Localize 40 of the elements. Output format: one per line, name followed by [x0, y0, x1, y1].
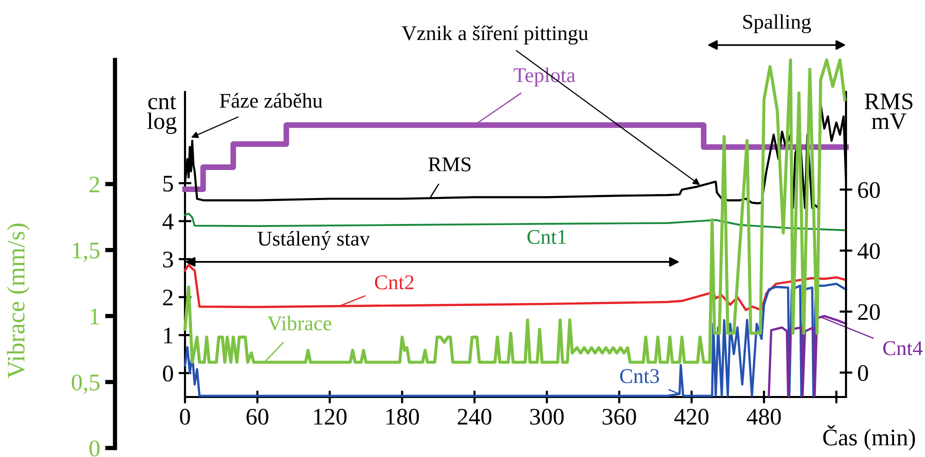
x-tick-label: 360 [602, 408, 636, 425]
series-label: RMS [428, 157, 471, 172]
series-label: Cnt2 [374, 275, 414, 290]
y3-axis-title: Vibrace (mm/s) [6, 224, 30, 378]
x-axis-title: Čas (min) [823, 425, 915, 450]
x-tick-label: 480 [746, 408, 781, 425]
text: Spalling [743, 14, 811, 34]
y2-tick-label: 20 [858, 304, 880, 320]
x-tick-label: 240 [458, 408, 492, 425]
y3-tick-label: 1 [90, 308, 99, 324]
x-tick-label: 120 [314, 408, 347, 425]
x-tick-label: 180 [386, 408, 419, 425]
y-tick-label: 3 [163, 252, 173, 268]
x-tick-label: 420 [674, 408, 708, 425]
series-label: Vibrace [268, 316, 332, 331]
y3-tick-label: 2 [90, 176, 100, 192]
y3-tick-label: 0 [90, 440, 100, 456]
y-axis-title: cnt log [147, 96, 176, 134]
y-tick-label: 4 [162, 214, 174, 230]
y3-tick-label: 0,5 [72, 374, 100, 394]
y-tick-label: 0 [162, 366, 173, 382]
y-tick-label: 5 [163, 176, 173, 192]
line-series [183, 58, 846, 364]
y-tick-label: 2 [163, 290, 173, 306]
annotation: Ustálený stav [258, 231, 370, 250]
line-series [184, 212, 847, 232]
series-label: Cnt3 [620, 369, 659, 384]
y3-tick-label: 1,5 [72, 242, 100, 262]
y2-tick-label: 0 [858, 365, 868, 382]
x-tick-label: 0 [180, 408, 190, 425]
annotation: Vznik a šíření pittingu [402, 26, 588, 45]
series-label: Cnt1 [527, 230, 566, 244]
annotation: Fáze záběhu [220, 93, 322, 108]
y2-tick-label: 60 [858, 182, 880, 198]
series-label: Cnt4 [883, 341, 923, 356]
x-tick-label: 300 [530, 408, 564, 425]
y-tick-label: 1 [164, 328, 172, 344]
y2-tick-label: 40 [858, 243, 880, 260]
x-tick-label: 60 [246, 408, 268, 425]
y2-axis-title: RMS mV [864, 94, 912, 130]
